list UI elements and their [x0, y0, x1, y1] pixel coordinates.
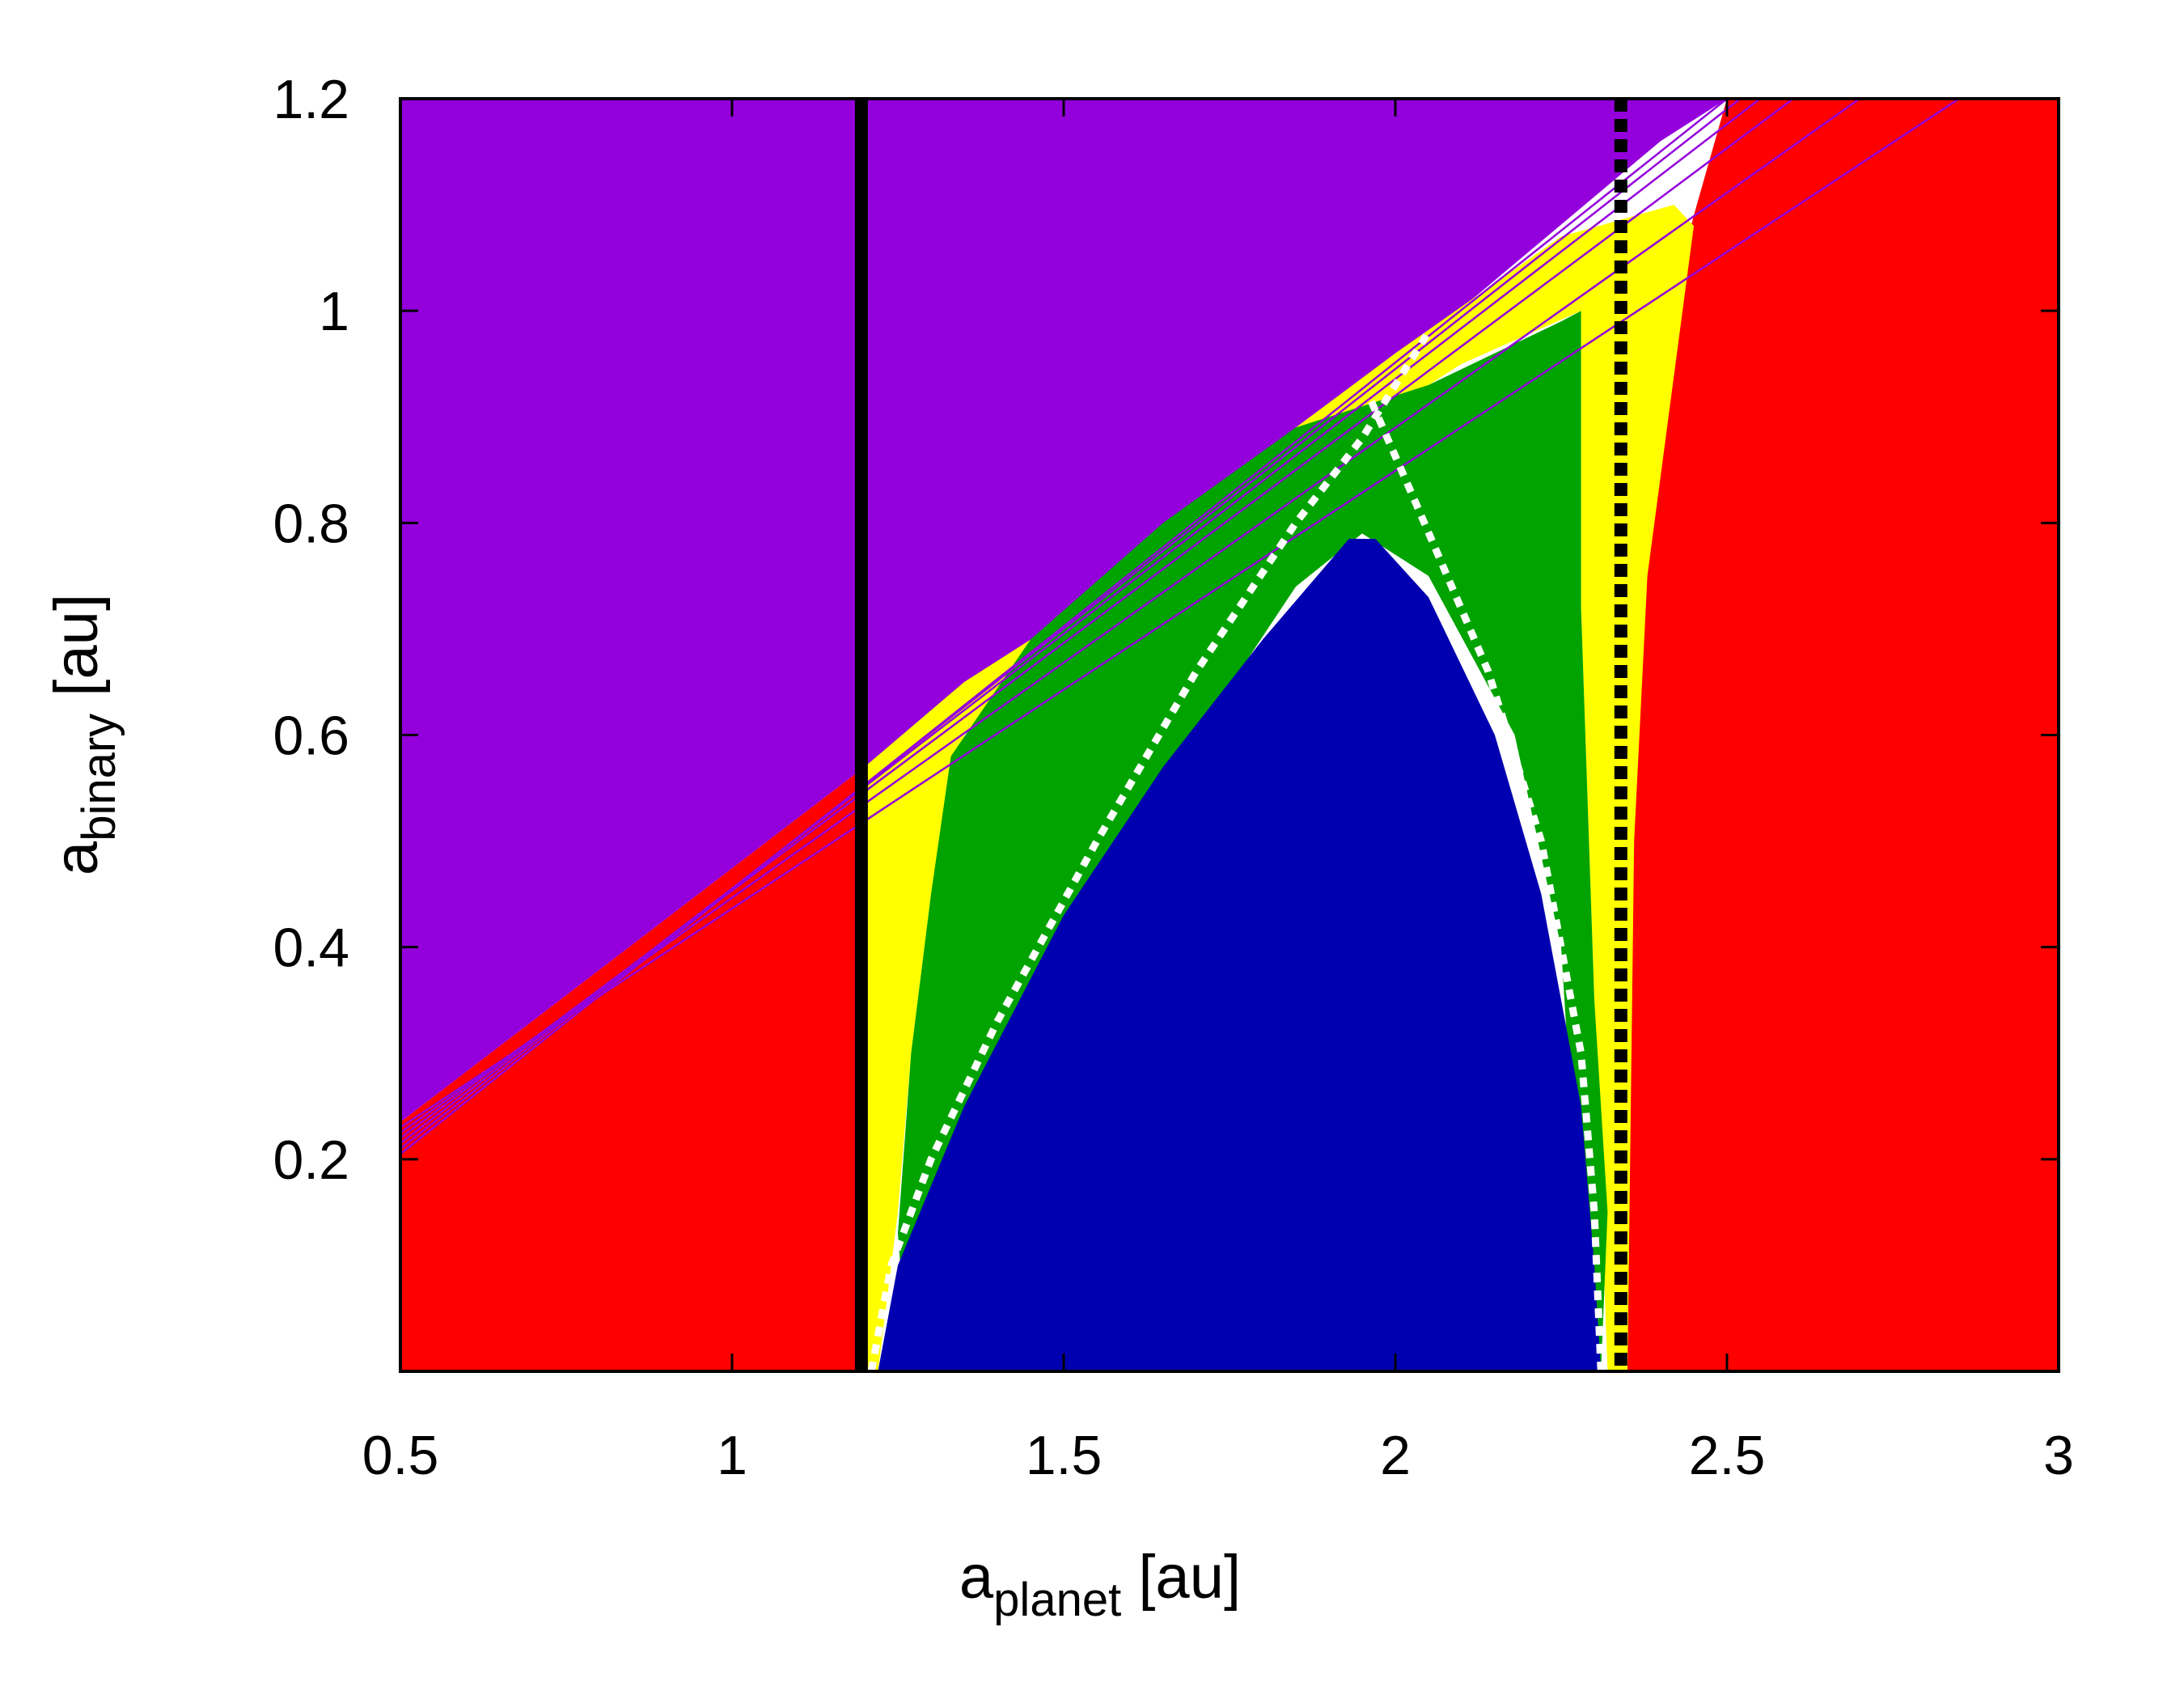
y-tick-label: 0.2	[273, 1129, 349, 1191]
purple-thin-line	[400, 99, 1761, 1145]
y-tick-label: 0.8	[273, 493, 349, 554]
plot-area	[400, 99, 2059, 1371]
purple-thin-line	[400, 99, 1742, 1150]
blue-island	[878, 539, 1602, 1371]
purple-thin-line	[400, 99, 1728, 1155]
y-tick-label: 0.6	[273, 705, 349, 767]
x-tick-label: 1.5	[1026, 1425, 1103, 1486]
y-axis-label: abinary [au]	[42, 594, 125, 875]
x-tick-label: 2.5	[1689, 1425, 1766, 1486]
y-tick-label: 1.2	[273, 69, 349, 130]
x-axis-label-unit: [au]	[1121, 1543, 1241, 1612]
white-dashed-curve-left	[867, 330, 1432, 1371]
y-axis-label-base: a	[42, 841, 111, 875]
x-tick-labels: 0.5 1 1.5 2 2.5 3	[362, 1425, 2074, 1486]
purple-thin-line	[400, 99, 1960, 1129]
x-tick-label: 3	[2043, 1425, 2074, 1486]
y-tick-labels: 0.2 0.4 0.6 0.8 1 1.2	[273, 69, 349, 1191]
x-tick-label: 1	[717, 1425, 747, 1486]
y-tick-label: 1	[319, 281, 349, 342]
red-right-region	[1614, 99, 2059, 1371]
y-tick-label: 0.4	[273, 917, 349, 979]
green-region	[898, 311, 1608, 1371]
y-axis-label-unit: [au]	[42, 594, 111, 714]
x-axis-label: aplanet [au]	[959, 1543, 1241, 1626]
axis-ticks	[399, 97, 2060, 1371]
x-axis-label-base: a	[959, 1543, 994, 1612]
x-tick-label: 0.5	[362, 1425, 439, 1486]
white-dashed-curve-right	[1365, 394, 1605, 1371]
x-axis-label-sub: planet	[993, 1574, 1121, 1626]
yellow-left-band	[865, 205, 1694, 1371]
red-left-region	[400, 766, 865, 1371]
x-tick-label: 2	[1380, 1425, 1411, 1486]
y-axis-label-sub: binary	[73, 714, 125, 841]
